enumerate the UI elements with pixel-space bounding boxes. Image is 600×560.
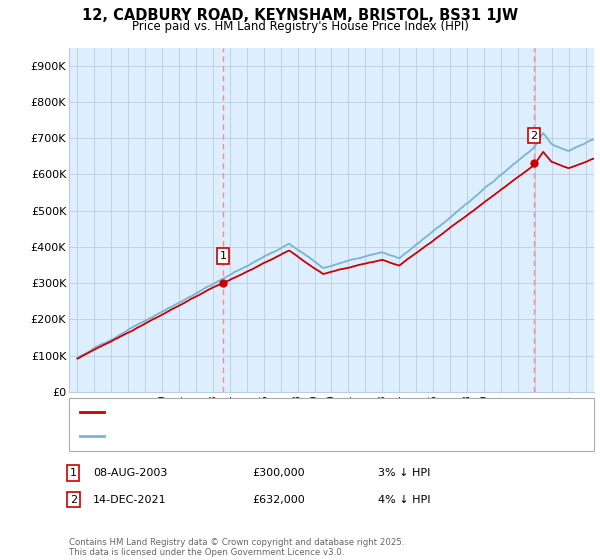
Text: 1: 1 bbox=[220, 251, 227, 261]
Text: 3% ↓ HPI: 3% ↓ HPI bbox=[378, 468, 430, 478]
Text: Price paid vs. HM Land Registry's House Price Index (HPI): Price paid vs. HM Land Registry's House … bbox=[131, 20, 469, 32]
Text: 2: 2 bbox=[70, 494, 77, 505]
Text: £300,000: £300,000 bbox=[252, 468, 305, 478]
Text: 08-AUG-2003: 08-AUG-2003 bbox=[93, 468, 167, 478]
Text: 2: 2 bbox=[530, 130, 538, 141]
Text: 4% ↓ HPI: 4% ↓ HPI bbox=[378, 494, 431, 505]
Text: 1: 1 bbox=[70, 468, 77, 478]
Text: Contains HM Land Registry data © Crown copyright and database right 2025.
This d: Contains HM Land Registry data © Crown c… bbox=[69, 538, 404, 557]
Text: 12, CADBURY ROAD, KEYNSHAM, BRISTOL, BS31 1JW (detached house): 12, CADBURY ROAD, KEYNSHAM, BRISTOL, BS3… bbox=[110, 408, 479, 418]
Text: 14-DEC-2021: 14-DEC-2021 bbox=[93, 494, 167, 505]
Text: HPI: Average price, detached house, Bath and North East Somerset: HPI: Average price, detached house, Bath… bbox=[110, 431, 461, 441]
Text: £632,000: £632,000 bbox=[252, 494, 305, 505]
Text: 12, CADBURY ROAD, KEYNSHAM, BRISTOL, BS31 1JW: 12, CADBURY ROAD, KEYNSHAM, BRISTOL, BS3… bbox=[82, 8, 518, 24]
